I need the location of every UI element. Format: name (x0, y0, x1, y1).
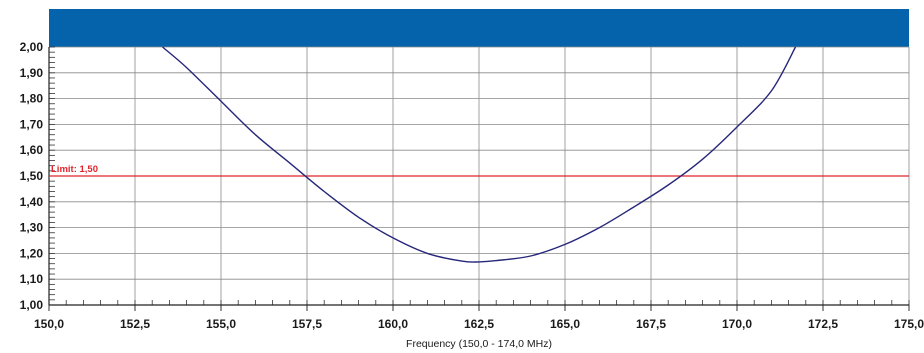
y-tick-label: 1,90 (20, 66, 44, 80)
x-tick-label: 155,0 (206, 317, 236, 331)
y-tick-label: 1,30 (20, 221, 44, 235)
y-tick-label: 1,40 (20, 195, 44, 209)
y-tick-label: 1,00 (20, 298, 44, 312)
series (162, 46, 797, 263)
x-tick-label: 157,5 (292, 317, 322, 331)
x-tick-label: 170,0 (722, 317, 752, 331)
x-tick-label: 175,0 (894, 317, 924, 331)
x-tick-label: 162,5 (464, 317, 494, 331)
x-tick-label: 152,5 (120, 317, 150, 331)
y-tick-label: 1,50 (20, 169, 44, 183)
x-tick-label: 172,5 (808, 317, 838, 331)
y-tick-label: 1,20 (20, 246, 44, 260)
x-tick-label: 160,0 (378, 317, 408, 331)
x-axis-title: Frequency (150,0 - 174,0 MHz) (406, 338, 552, 350)
y-tick-label: 1,70 (20, 117, 44, 131)
x-tick-label: 165,0 (550, 317, 580, 331)
series-line (162, 46, 797, 263)
y-tick-label: 1,60 (20, 143, 44, 157)
x-tick-label: 150,0 (34, 317, 64, 331)
y-tick-label: 2,00 (20, 40, 44, 54)
x-tick-label: 167,5 (636, 317, 666, 331)
limit-label: Limit: 1,50 (51, 164, 98, 175)
y-tick-label: 1,80 (20, 92, 44, 106)
y-tick-labels: 1,00 1,10 1,20 1,30 1,40 1,50 1,60 1,70 1,80 1,90… (20, 40, 44, 312)
y-tick-label: 1,10 (20, 272, 44, 286)
x-tick-labels: 150,0 152,5 155,0 157,5 160,0 162,5 165,0 167,5… (34, 317, 924, 331)
header-bar (49, 9, 909, 47)
